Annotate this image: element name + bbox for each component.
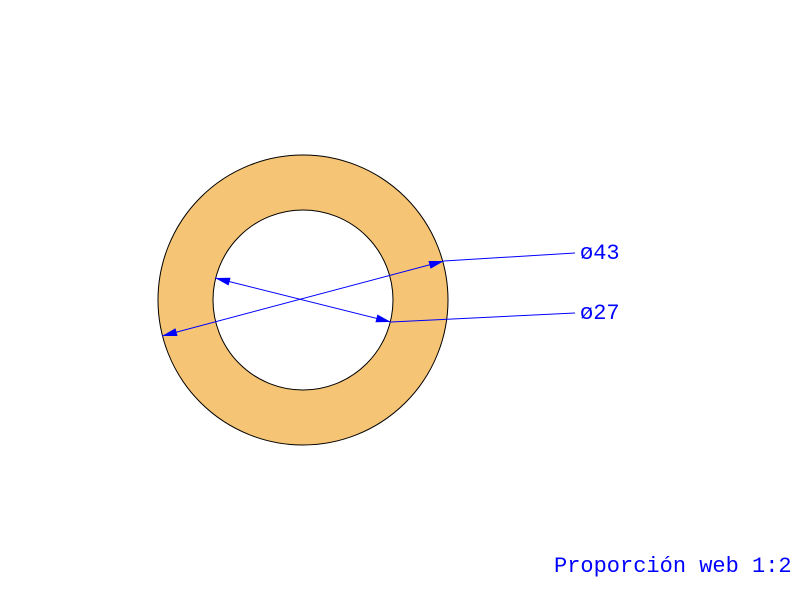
dimension_inner-label: ø27	[580, 301, 620, 326]
dimension-leader	[444, 253, 575, 261]
dimension-arrowhead	[215, 278, 231, 286]
dimension-arrowhead	[375, 314, 391, 322]
dimension_outer-label: ø43	[580, 241, 620, 266]
footer-caption: Proporción web 1:2	[554, 554, 792, 579]
